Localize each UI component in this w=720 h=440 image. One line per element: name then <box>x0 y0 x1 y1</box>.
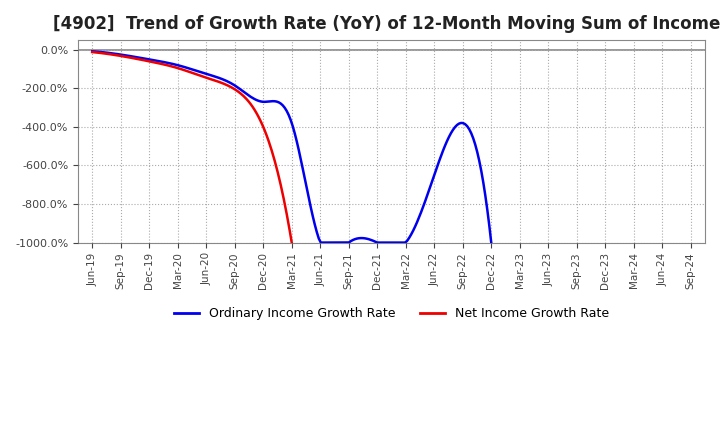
Legend: Ordinary Income Growth Rate, Net Income Growth Rate: Ordinary Income Growth Rate, Net Income … <box>168 302 614 326</box>
Title: [4902]  Trend of Growth Rate (YoY) of 12-Month Moving Sum of Incomes: [4902] Trend of Growth Rate (YoY) of 12-… <box>53 15 720 33</box>
